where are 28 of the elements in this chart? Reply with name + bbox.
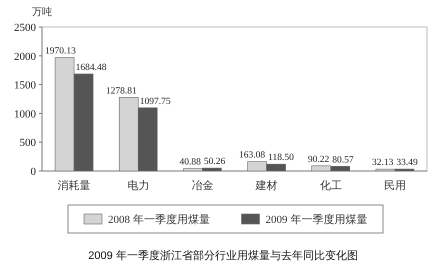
- data-label: 1684.48: [76, 62, 107, 73]
- data-label: 118.50: [268, 153, 294, 164]
- x-tick-label: 消耗量: [58, 179, 91, 192]
- text: 2009 年一季度浙江省部分行业用煤量与去年同比变化图: [88, 249, 358, 262]
- data-label: 50.26: [204, 157, 226, 168]
- x-tick-label: 电力: [127, 179, 150, 192]
- y-tick-label: 2500: [14, 22, 36, 34]
- legend-label: 2009 年一季度用煤量: [266, 213, 368, 226]
- data-label: 1278.81: [106, 86, 137, 96]
- data-label: 1097.75: [140, 96, 171, 107]
- y-tick-label: 0: [30, 166, 36, 178]
- data-label: 80.57: [332, 155, 354, 166]
- y-tick-label: 1500: [14, 80, 36, 92]
- data-label: 40.88: [180, 158, 202, 168]
- x-tick-label: 建材: [254, 179, 278, 192]
- data-label: 1970.13: [45, 46, 76, 57]
- x-tick-label: 冶金: [191, 180, 214, 192]
- x-tick-label: 化工: [320, 180, 342, 192]
- y-tick-label: 2000: [14, 50, 36, 63]
- data-label: 32.13: [372, 158, 394, 168]
- legend-label: 2008 年一季度用煤量: [108, 213, 210, 226]
- y-tick-label: 1000: [14, 108, 36, 120]
- data-label: 33.49: [396, 158, 418, 168]
- x-tick-label: 民用: [384, 180, 406, 192]
- data-label: 163.08: [238, 150, 266, 161]
- y-tick-label: 500: [20, 137, 36, 150]
- data-label: 90.22: [308, 154, 330, 165]
- y-axis-title: 万吨: [32, 6, 52, 18]
